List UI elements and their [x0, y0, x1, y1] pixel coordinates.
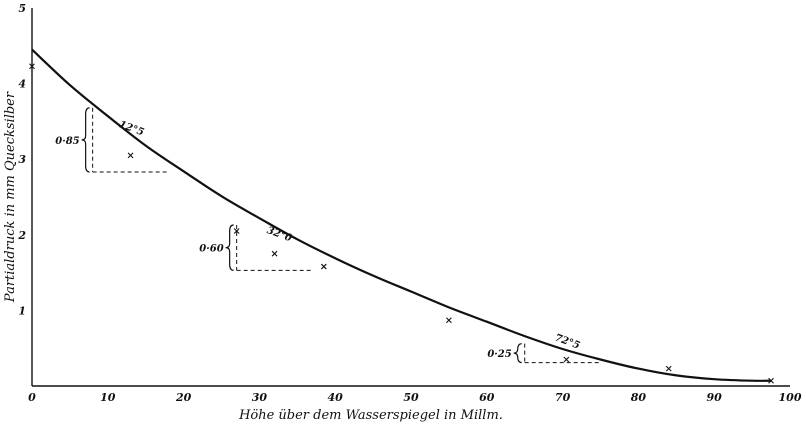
x-tick-label: 0	[28, 391, 36, 404]
observed-point	[271, 250, 278, 257]
x-tick-label: 30	[252, 391, 268, 404]
y-axis-title: Partialdruck in mm Quecksilber	[3, 91, 18, 303]
y-tick-label: 5	[18, 2, 26, 15]
temperature-label: 72°5	[553, 332, 581, 351]
x-tick-label: 60	[479, 391, 495, 404]
x-tick-label: 100	[779, 391, 802, 404]
observed-point	[446, 317, 452, 324]
x-tick-label: 90	[707, 391, 723, 404]
y-tick-label: 4	[18, 78, 26, 91]
y-tick-label: 3	[18, 153, 26, 166]
x-tick-label: 80	[631, 391, 647, 404]
triangle-brace	[513, 343, 522, 364]
triangle-brace	[225, 224, 234, 271]
observed-point	[29, 63, 35, 70]
observed-point	[563, 356, 570, 363]
triangle-label: 0·60	[199, 244, 223, 255]
triangle-brace	[81, 107, 90, 173]
y-tick-label: 1	[18, 304, 26, 317]
y-tick-labels: 1 2 3 4 5	[17, 2, 26, 317]
observed-point	[320, 263, 327, 270]
observed-point	[127, 152, 134, 159]
x-tick-label: 50	[403, 391, 419, 404]
x-axis-title: Höhe über dem Wasserspiegel in Millm.	[238, 408, 503, 423]
axes	[31, 8, 790, 387]
x-tick-labels: 0 10 20 30 40 50 60 70 80 90 100	[28, 391, 802, 404]
slope-triangle: 0·60	[199, 224, 313, 271]
observed-point	[233, 228, 240, 234]
temperature-label: 32°0	[265, 225, 293, 244]
x-tick-label: 20	[175, 391, 192, 404]
curve-labels: 12°532°072°5	[117, 119, 581, 351]
triangle-label: 0·85	[55, 136, 79, 147]
triangle-label: 0·25	[487, 349, 511, 360]
slope-triangle: 0·25	[487, 343, 601, 364]
y-tick-label: 2	[17, 229, 26, 242]
slope-triangles: 0·85 0·60 0·25	[55, 107, 601, 364]
observed-point	[768, 377, 774, 384]
x-tick-label: 40	[328, 391, 344, 404]
observed-point	[665, 365, 672, 372]
pressure-curve	[31, 48, 772, 382]
x-tick-label: 10	[100, 391, 116, 404]
observed-points	[29, 63, 774, 384]
x-tick-label: 70	[555, 391, 571, 404]
slope-triangle: 0·85	[55, 107, 169, 173]
